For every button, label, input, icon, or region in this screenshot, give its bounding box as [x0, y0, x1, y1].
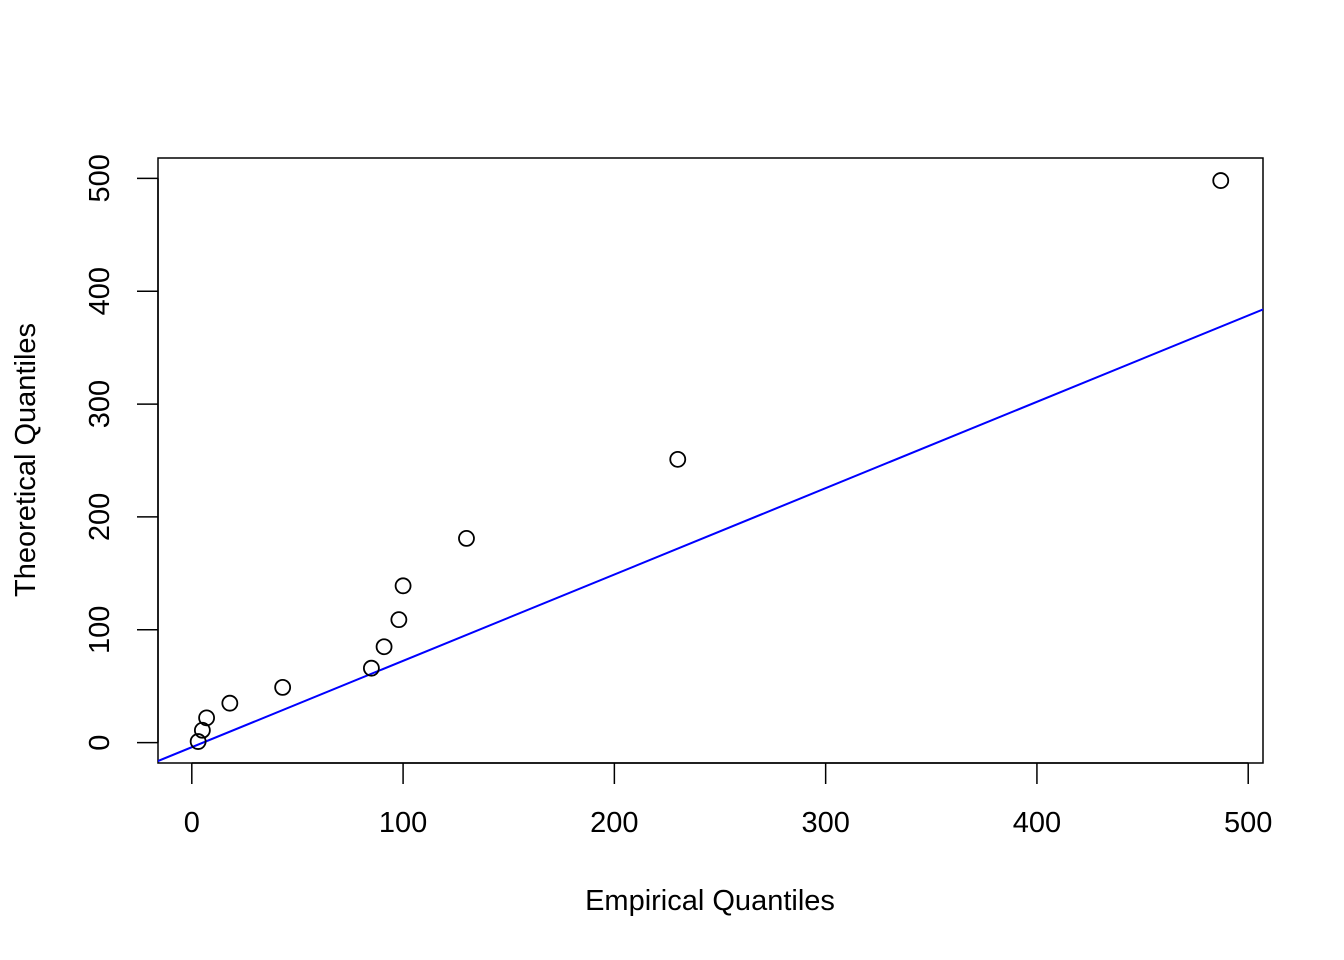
- data-point-2: [198, 709, 215, 727]
- x-tick-label: 500: [1224, 807, 1272, 839]
- data-point-1: [193, 721, 211, 739]
- data-point-0: [189, 733, 207, 750]
- x-tick-label: 100: [379, 807, 427, 839]
- x-tick-label: 300: [801, 807, 849, 839]
- data-point-8: [394, 577, 412, 595]
- y-axis-title: Theoretical Quantiles: [10, 323, 42, 597]
- y-tick-label: 300: [84, 380, 116, 428]
- x-tick-label: 400: [1013, 807, 1061, 839]
- x-axis-title: Empirical Quantiles: [585, 885, 835, 917]
- x-tick-label: 0: [184, 807, 200, 839]
- y-tick-label: 500: [84, 154, 116, 202]
- data-point-6: [375, 638, 393, 656]
- y-tick-label: 200: [84, 493, 116, 541]
- data-point-10: [669, 450, 687, 468]
- data-point-7: [390, 611, 408, 629]
- data-point-9: [458, 529, 475, 547]
- y-tick-label: 0: [84, 735, 116, 751]
- reference-line: [158, 308, 1263, 763]
- y-tick-label: 400: [84, 267, 116, 315]
- data-point-11: [1212, 172, 1230, 189]
- y-tick-label: 100: [84, 606, 116, 654]
- x-tick-label: 200: [590, 807, 638, 839]
- data-point-4: [274, 678, 292, 696]
- data-point-3: [221, 694, 239, 712]
- plot-frame: [157, 157, 1264, 764]
- data-point-5: [362, 659, 380, 677]
